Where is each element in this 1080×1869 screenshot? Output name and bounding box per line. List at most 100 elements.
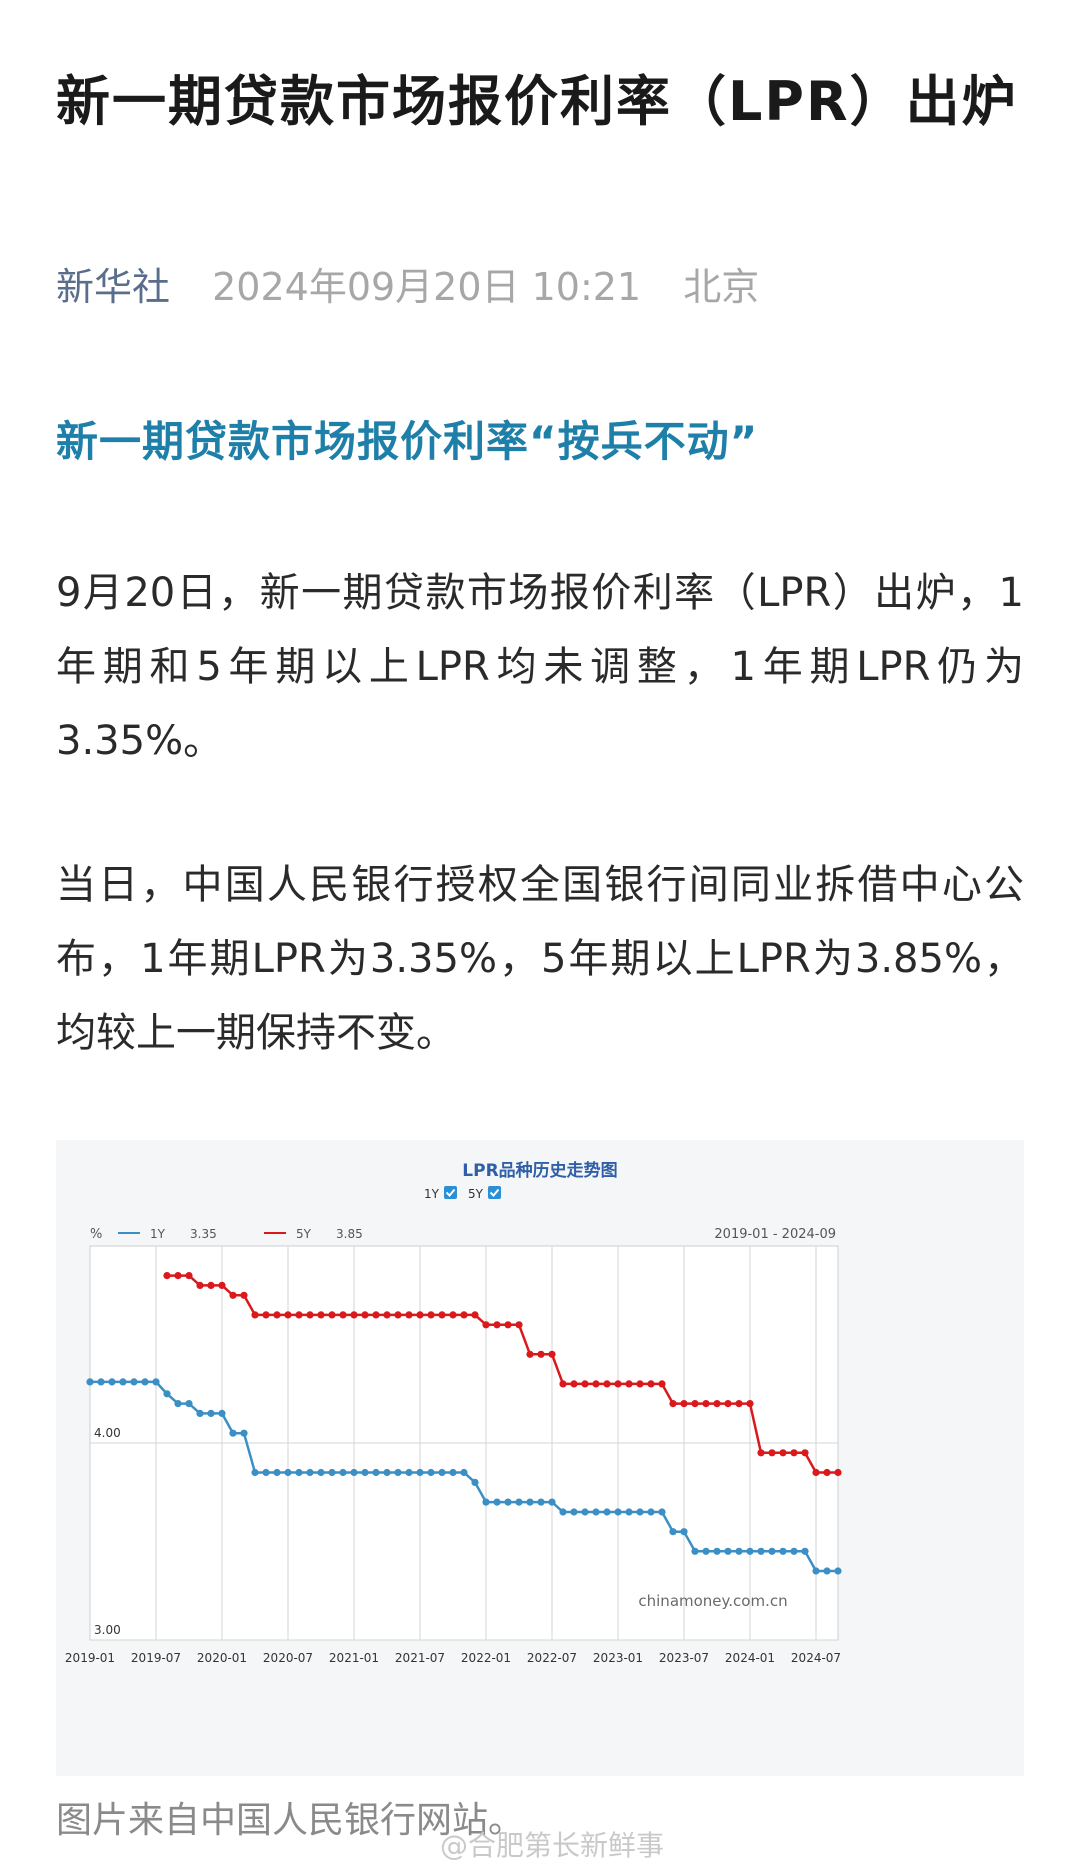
data-point	[482, 1321, 490, 1329]
data-point	[713, 1547, 721, 1555]
data-point	[669, 1528, 677, 1536]
data-point	[790, 1449, 798, 1457]
data-point	[592, 1380, 600, 1388]
data-point	[251, 1311, 259, 1319]
data-point	[196, 1409, 204, 1417]
data-point	[207, 1409, 215, 1417]
data-point	[394, 1468, 402, 1477]
y-tick-label: 3.00	[94, 1623, 121, 1637]
data-point	[306, 1468, 314, 1477]
data-point	[97, 1378, 105, 1386]
chart-legend: 1Y 3.35 5Y 3.85	[118, 1227, 363, 1241]
toggle-label: 5Y	[468, 1187, 484, 1201]
publish-location: 北京	[683, 265, 760, 309]
chart-watermark: chinamoney.com.cn	[638, 1592, 787, 1610]
data-point	[317, 1468, 325, 1477]
data-point	[691, 1547, 699, 1555]
data-point	[86, 1378, 94, 1386]
paragraph-1: 9月20日，新一期贷款市场报价利率（LPR）出炉，1年期和5年期以上LPR均未调…	[56, 570, 1024, 764]
data-point	[328, 1311, 336, 1319]
data-point	[658, 1508, 666, 1516]
legend-latest-value: 3.85	[336, 1227, 363, 1241]
series-1Y	[86, 1378, 842, 1575]
data-point	[251, 1468, 259, 1477]
data-point	[361, 1311, 369, 1319]
chart-grid	[89, 1245, 839, 1641]
paragraph-2: 当日，中国人民银行授权全国银行间同业拆借中心公布，1年期LPR为3.35%，5年…	[56, 862, 1024, 1056]
x-tick-label: 2022-01	[461, 1651, 511, 1665]
data-point	[405, 1468, 413, 1477]
x-tick-label: 2022-07	[527, 1651, 577, 1665]
data-point	[504, 1498, 512, 1506]
x-tick-label: 2021-01	[329, 1651, 379, 1665]
data-point	[526, 1498, 534, 1506]
data-point	[537, 1350, 545, 1358]
data-point	[691, 1400, 699, 1408]
data-point	[218, 1409, 226, 1417]
publish-time: 2024年09月20日 10:21	[212, 265, 642, 309]
data-point	[405, 1311, 413, 1319]
data-point	[207, 1281, 215, 1289]
data-point	[471, 1478, 479, 1486]
data-point	[229, 1429, 237, 1437]
data-point	[526, 1350, 534, 1358]
source-link[interactable]: 新华社	[56, 265, 171, 309]
check-icon	[489, 1188, 500, 1197]
x-tick-label: 2024-01	[725, 1651, 775, 1665]
legend-latest-value: 3.35	[190, 1227, 217, 1241]
data-point	[658, 1380, 666, 1388]
data-point	[240, 1291, 248, 1299]
data-point	[130, 1378, 138, 1386]
data-point	[163, 1272, 171, 1280]
x-tick-label: 2020-01	[197, 1651, 247, 1665]
data-point	[702, 1400, 710, 1408]
data-point	[823, 1567, 831, 1575]
data-point	[735, 1547, 743, 1555]
data-point	[317, 1311, 325, 1319]
data-point	[834, 1567, 842, 1575]
data-point	[647, 1508, 655, 1516]
checkbox-icon	[488, 1186, 501, 1199]
data-point	[757, 1547, 765, 1555]
data-point	[416, 1468, 424, 1477]
data-point	[834, 1468, 842, 1477]
data-point	[812, 1468, 820, 1477]
data-point	[515, 1498, 523, 1506]
chart-title: LPR品种历史走势图	[462, 1160, 617, 1181]
data-point	[647, 1380, 655, 1388]
data-point	[273, 1468, 281, 1477]
data-point	[438, 1468, 446, 1477]
x-tick-label: 2020-07	[263, 1651, 313, 1665]
data-point	[735, 1400, 743, 1408]
data-point	[570, 1380, 578, 1388]
data-point	[614, 1508, 622, 1516]
data-point	[372, 1468, 380, 1477]
data-point	[548, 1498, 556, 1506]
x-tick-label: 2021-07	[395, 1651, 445, 1665]
data-point	[449, 1468, 457, 1477]
data-point	[229, 1291, 237, 1299]
data-point	[383, 1468, 391, 1477]
data-point	[339, 1311, 347, 1319]
lpr-chart-image[interactable]: LPR品种历史走势图 1Y 5Y % 1Y 3.35 5Y 3.85 2019-01 -…	[56, 1140, 1024, 1776]
data-point	[702, 1547, 710, 1555]
data-point	[460, 1468, 468, 1477]
data-point	[801, 1449, 809, 1457]
data-point	[680, 1528, 688, 1536]
section-heading: 新一期贷款市场报价利率“按兵不动”	[56, 417, 759, 466]
x-tick-label: 2019-07	[131, 1651, 181, 1665]
data-point	[361, 1468, 369, 1477]
data-point	[152, 1378, 160, 1386]
article-meta: 新华社 2024年09月20日 10:21 北京	[56, 262, 759, 312]
data-point	[119, 1378, 127, 1386]
data-point	[559, 1380, 567, 1388]
data-point	[141, 1378, 149, 1386]
data-point	[493, 1321, 501, 1329]
data-point	[284, 1468, 292, 1477]
data-point	[174, 1400, 182, 1408]
data-point	[328, 1468, 336, 1477]
data-point	[295, 1311, 303, 1319]
data-point	[339, 1468, 347, 1477]
data-point	[394, 1311, 402, 1319]
data-point	[812, 1567, 820, 1575]
